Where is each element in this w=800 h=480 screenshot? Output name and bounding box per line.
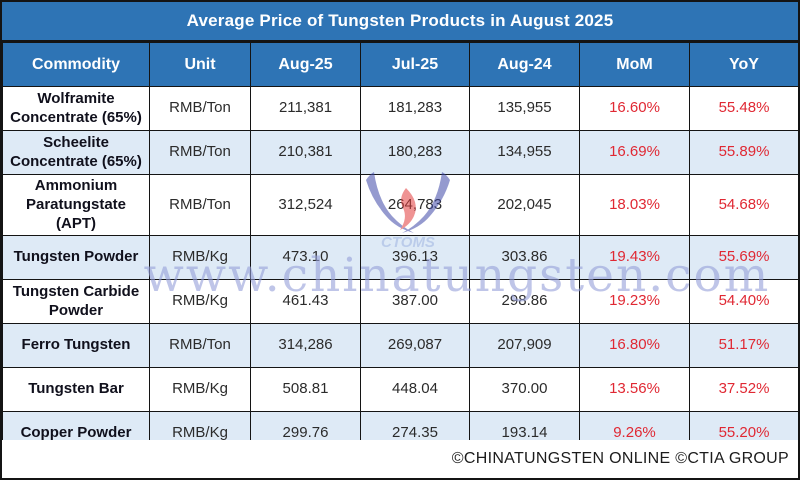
cell-commodity: Wolframite Concentrate (65%): [2, 86, 150, 131]
header-yoy: YoY: [689, 42, 798, 87]
cell-yoy: 37.52%: [689, 367, 798, 413]
cell-unit: RMB/Kg: [149, 279, 251, 325]
cell-jul25: 269,087: [360, 323, 470, 369]
cell-aug24: 135,955: [469, 86, 580, 131]
cell-yoy: 54.68%: [689, 173, 798, 237]
cell-mom: 16.80%: [579, 323, 690, 369]
cell-aug24: 303.86: [469, 235, 580, 281]
cell-aug25: 314,286: [250, 323, 361, 369]
header-aug25: Aug-25: [250, 42, 361, 87]
cell-unit: RMB/Ton: [149, 173, 251, 237]
cell-commodity: Tungsten Carbide Powder: [2, 279, 150, 325]
header-commodity: Commodity: [2, 42, 150, 87]
header-aug24: Aug-24: [469, 42, 580, 87]
table-row: Ferro Tungsten RMB/Ton 314,286 269,087 2…: [2, 323, 798, 369]
cell-mom: 13.56%: [579, 367, 690, 413]
cell-aug24: 298.86: [469, 279, 580, 325]
table-row: Tungsten Bar RMB/Kg 508.81 448.04 370.00…: [2, 367, 798, 413]
header-jul25: Jul-25: [360, 42, 470, 87]
cell-unit: RMB/Ton: [149, 323, 251, 369]
cell-mom: 16.60%: [579, 86, 690, 131]
cell-mom: 19.23%: [579, 279, 690, 325]
cell-aug24: 370.00: [469, 367, 580, 413]
cell-commodity: Ferro Tungsten: [2, 323, 150, 369]
cell-aug24: 202,045: [469, 173, 580, 237]
cell-commodity: Scheelite Concentrate (65%): [2, 130, 150, 175]
cell-aug25: 473.10: [250, 235, 361, 281]
table-title: Average Price of Tungsten Products in Au…: [2, 2, 798, 42]
cell-unit: RMB/Kg: [149, 367, 251, 413]
cell-mom: 16.69%: [579, 130, 690, 175]
cell-aug25: 312,524: [250, 173, 361, 237]
cell-yoy: 55.48%: [689, 86, 798, 131]
header-mom: MoM: [579, 42, 690, 87]
tungsten-price-table: Commodity Unit Aug-25 Jul-25 Aug-24 MoM …: [2, 42, 798, 457]
cell-aug25: 508.81: [250, 367, 361, 413]
cell-aug24: 207,909: [469, 323, 580, 369]
cell-commodity: Tungsten Powder: [2, 235, 150, 281]
copyright-footer: ©CHINATUNGSTEN ONLINE ©CTIA GROUP: [2, 440, 798, 478]
header-unit: Unit: [149, 42, 251, 87]
table-row: Scheelite Concentrate (65%) RMB/Ton 210,…: [2, 130, 798, 175]
cell-commodity: Ammonium Paratungstate (APT): [2, 173, 150, 237]
cell-unit: RMB/Ton: [149, 86, 251, 131]
cell-mom: 19.43%: [579, 235, 690, 281]
cell-yoy: 55.89%: [689, 130, 798, 175]
cell-unit: RMB/Ton: [149, 130, 251, 175]
table-row: Tungsten Carbide Powder RMB/Kg 461.43 38…: [2, 279, 798, 325]
header-row: Commodity Unit Aug-25 Jul-25 Aug-24 MoM …: [2, 42, 798, 87]
cell-yoy: 55.69%: [689, 235, 798, 281]
cell-jul25: 180,283: [360, 130, 470, 175]
cell-unit: RMB/Kg: [149, 235, 251, 281]
cell-commodity: Tungsten Bar: [2, 367, 150, 413]
cell-yoy: 51.17%: [689, 323, 798, 369]
cell-mom: 18.03%: [579, 173, 690, 237]
table-row: Wolframite Concentrate (65%) RMB/Ton 211…: [2, 86, 798, 131]
cell-yoy: 54.40%: [689, 279, 798, 325]
cell-aug25: 210,381: [250, 130, 361, 175]
cell-aug25: 461.43: [250, 279, 361, 325]
cell-jul25: 448.04: [360, 367, 470, 413]
cell-aug25: 211,381: [250, 86, 361, 131]
table-row: Ammonium Paratungstate (APT) RMB/Ton 312…: [2, 173, 798, 237]
cell-jul25: 264,783: [360, 173, 470, 237]
cell-jul25: 181,283: [360, 86, 470, 131]
table-row: Tungsten Powder RMB/Kg 473.10 396.13 303…: [2, 235, 798, 281]
cell-jul25: 387.00: [360, 279, 470, 325]
cell-jul25: 396.13: [360, 235, 470, 281]
cell-aug24: 134,955: [469, 130, 580, 175]
